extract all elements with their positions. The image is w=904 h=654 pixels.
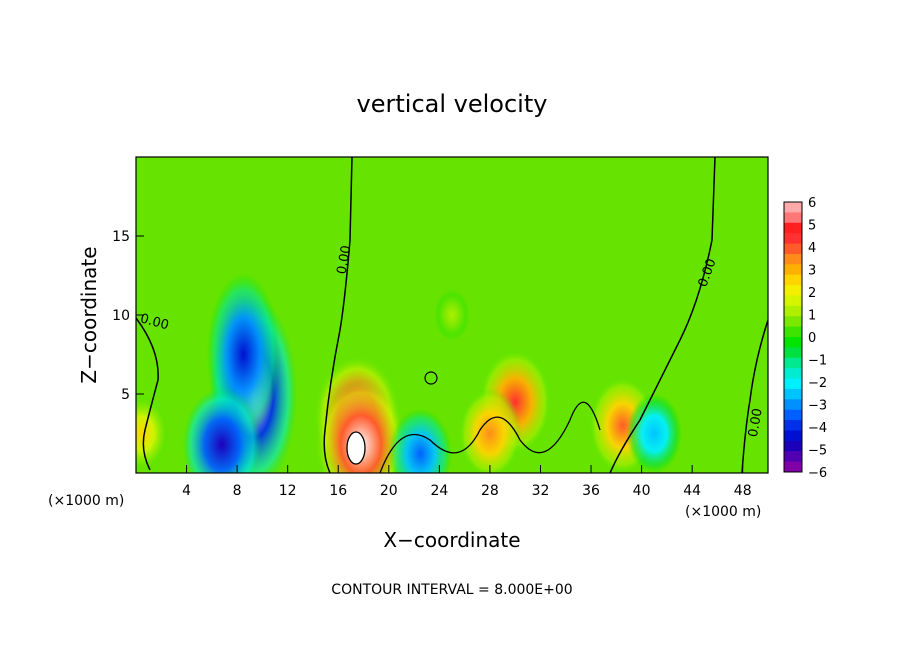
colorbar-swatch bbox=[784, 399, 802, 411]
colorbar-tick-label: 3 bbox=[808, 264, 816, 279]
contour-label: 0.00 bbox=[335, 244, 355, 275]
colorbar-tick-label: −5 bbox=[808, 444, 827, 459]
colorbar-swatch bbox=[784, 420, 802, 431]
colorbar-swatch bbox=[784, 233, 802, 245]
x-tick-label: 4 bbox=[182, 483, 191, 499]
colorbar-swatch bbox=[784, 409, 802, 421]
x-tick-label: 40 bbox=[633, 483, 651, 499]
contour-closed-core bbox=[346, 431, 366, 465]
colorbar-swatch bbox=[784, 253, 802, 265]
y-axis: 5 10 15 bbox=[112, 229, 144, 403]
y-tick-label: 5 bbox=[121, 387, 130, 403]
colorbar-swatch bbox=[784, 243, 802, 255]
velocity-field bbox=[136, 272, 682, 473]
colorbar-tick-label: 1 bbox=[808, 309, 816, 324]
contour-closed-small bbox=[424, 371, 438, 385]
x-axis-unit-right: (×1000 m) bbox=[685, 504, 761, 520]
y-axis-label: Z−coordinate bbox=[77, 246, 101, 383]
colorbar-tick-label: 6 bbox=[808, 196, 816, 211]
colorbar-swatch bbox=[784, 347, 802, 359]
colorbar-frame bbox=[783, 201, 803, 473]
x-tick-label: 32 bbox=[532, 483, 550, 499]
colorbar-swatch bbox=[784, 378, 802, 390]
x-axis-unit-left: (×1000 m) bbox=[48, 493, 124, 509]
x-tick-label: 44 bbox=[683, 483, 701, 499]
x-tick-label: 24 bbox=[430, 483, 448, 499]
contour-interval-note: CONTOUR INTERVAL = 8.000E+00 bbox=[331, 582, 572, 598]
colorbar: 6 5 4 3 2 1 0 −1 −2 −3 −4 −5 −6 bbox=[783, 196, 827, 481]
colorbar-swatch bbox=[784, 388, 802, 400]
x-tick-label: 8 bbox=[233, 483, 242, 499]
colorbar-swatch bbox=[784, 285, 802, 296]
colorbar-swatch bbox=[784, 212, 802, 224]
y-tick-label: 15 bbox=[112, 229, 130, 245]
colorbar-swatch bbox=[784, 316, 802, 328]
chart-title: vertical velocity bbox=[357, 90, 548, 118]
colorbar-tick-label: −6 bbox=[808, 466, 827, 481]
colorbar-swatch bbox=[784, 326, 802, 338]
contour-line-lower bbox=[379, 401, 601, 473]
colorbar-tick-label: 0 bbox=[808, 331, 816, 346]
colorbar-swatch bbox=[784, 222, 802, 234]
y-tick-label: 10 bbox=[112, 308, 130, 324]
x-axis-label: X−coordinate bbox=[383, 528, 520, 552]
colorbar-swatch bbox=[784, 368, 802, 380]
x-tick-label: 28 bbox=[481, 483, 499, 499]
colorbar-tick-label: −1 bbox=[808, 354, 827, 369]
colorbar-tick-label: −4 bbox=[808, 421, 827, 436]
colorbar-tick-label: 2 bbox=[808, 286, 816, 301]
colorbar-swatch bbox=[784, 461, 802, 473]
x-tick-label: 20 bbox=[380, 483, 398, 499]
colorbar-swatch bbox=[784, 440, 802, 452]
velocity-feature bbox=[434, 289, 470, 341]
colorbar-swatch bbox=[784, 305, 802, 317]
colorbar-swatch bbox=[784, 337, 802, 348]
x-tick-label: 48 bbox=[734, 483, 752, 499]
x-tick-label: 36 bbox=[582, 483, 600, 499]
colorbar-swatch bbox=[784, 274, 802, 286]
colorbar-tick-label: −2 bbox=[808, 376, 827, 391]
colorbar-swatch bbox=[784, 451, 802, 463]
contour-label: 0.00 bbox=[138, 311, 170, 333]
contour-line-right bbox=[609, 157, 716, 473]
colorbar-swatch bbox=[784, 357, 802, 369]
velocity-feature bbox=[458, 388, 522, 473]
contour-line-left bbox=[136, 317, 159, 471]
contour-line-edge bbox=[741, 319, 768, 473]
colorbar-swatch bbox=[784, 264, 802, 276]
velocity-feature bbox=[626, 393, 682, 473]
velocity-feature bbox=[136, 395, 169, 472]
colorbar-swatch bbox=[784, 202, 802, 213]
zero-contours bbox=[136, 157, 768, 473]
x-axis: 4 8 12 16 20 24 28 32 36 40 44 48 bbox=[182, 465, 752, 499]
velocity-feature bbox=[182, 387, 262, 473]
velocity-feature bbox=[316, 379, 406, 473]
colorbar-swatch bbox=[784, 295, 802, 307]
colorbar-tick-label: 4 bbox=[808, 241, 816, 256]
contour-line-center bbox=[323, 157, 353, 473]
velocity-feature bbox=[388, 408, 452, 473]
contour-label: 0.00 bbox=[746, 407, 766, 438]
x-tick-label: 12 bbox=[279, 483, 297, 499]
x-tick-label: 16 bbox=[329, 483, 347, 499]
colorbar-swatch bbox=[784, 430, 802, 442]
colorbar-tick-label: −3 bbox=[808, 399, 827, 414]
colorbar-tick-label: 5 bbox=[808, 219, 816, 234]
